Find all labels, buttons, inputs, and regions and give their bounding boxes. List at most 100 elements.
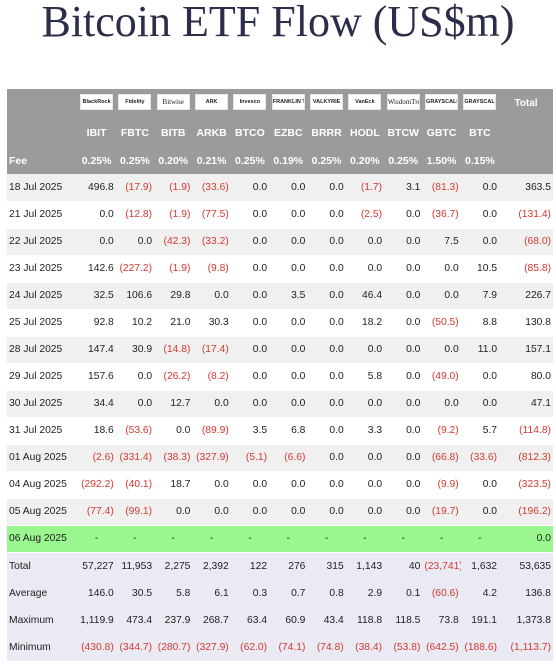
value-cell: 0.0 <box>460 363 500 391</box>
value-cell: 40 <box>384 552 423 580</box>
fee-cell: 0.20% <box>345 147 385 174</box>
value-cell: (344.7) <box>115 633 155 661</box>
value-cell: (8.2) <box>192 363 231 391</box>
issuer-logo: VALKYRIE <box>310 94 344 110</box>
value-cell: 0.8 <box>307 579 346 607</box>
ticker-header: EZBC <box>269 118 308 147</box>
value-cell: (49.0) <box>422 363 461 391</box>
value-cell: (60.6) <box>422 579 461 607</box>
total-cell: 80.0 <box>499 363 553 391</box>
value-cell: (331.4) <box>115 444 155 472</box>
value-cell: - <box>230 525 270 553</box>
value-cell: - <box>345 525 385 553</box>
value-cell: 7.9 <box>460 282 500 310</box>
value-cell: 237.9 <box>154 606 193 634</box>
page-title: Bitcoin ETF Flow (US$m) <box>41 0 515 46</box>
value-cell: 1,632 <box>460 552 500 580</box>
value-cell: 0.0 <box>230 309 270 337</box>
value-cell: - <box>460 525 500 553</box>
ticker-header: BITB <box>154 118 193 147</box>
value-cell: 0.0 <box>422 390 461 418</box>
value-cell: 0.0 <box>269 201 308 229</box>
total-cell: 1,373.8 <box>499 606 553 634</box>
value-cell: (19.7) <box>422 498 461 526</box>
value-cell: 0.0 <box>307 174 346 202</box>
value-cell: 0.0 <box>345 444 385 472</box>
logo-cell: BlackRock <box>77 89 116 118</box>
value-cell: 0.0 <box>460 471 500 499</box>
value-cell: (17.9) <box>115 174 155 202</box>
value-cell: 0.0 <box>384 417 423 445</box>
fee-cell: 0.25% <box>77 147 116 174</box>
issuer-logo: GRAYSCALE <box>463 94 497 110</box>
value-cell: 29.8 <box>154 282 193 310</box>
value-cell: 5.8 <box>345 363 385 391</box>
value-cell: 30.9 <box>115 336 155 364</box>
value-cell: (430.8) <box>77 633 116 661</box>
value-cell: (38.3) <box>154 444 193 472</box>
value-cell: 268.7 <box>192 606 231 634</box>
ticker-header: BTCO <box>230 118 270 147</box>
blank-header <box>499 118 553 147</box>
value-cell: 0.0 <box>230 174 270 202</box>
total-cell: (68.0) <box>499 228 553 256</box>
value-cell: 4.2 <box>460 579 500 607</box>
date-cell: 21 Jul 2025 <box>7 201 78 229</box>
value-cell: (1.9) <box>154 255 193 283</box>
value-cell: 5.7 <box>460 417 500 445</box>
logo-cell: VanEck <box>345 89 385 118</box>
value-cell: - <box>154 525 193 553</box>
value-cell: 0.0 <box>460 390 500 418</box>
date-cell: 23 Jul 2025 <box>7 255 78 283</box>
value-cell: (280.7) <box>154 633 193 661</box>
value-cell: (17.4) <box>192 336 231 364</box>
date-cell: 22 Jul 2025 <box>7 228 78 256</box>
value-cell: (14.8) <box>154 336 193 364</box>
value-cell: (1.9) <box>154 201 193 229</box>
table-row: 29 Jul 2025 157.6 0.0 (26.2) (8.2) 0.0 0.0 0.0 5… <box>7 363 553 391</box>
total-cell: 130.8 <box>499 309 553 337</box>
total-cell: 47.1 <box>499 390 553 418</box>
value-cell: (36.7) <box>422 201 461 229</box>
value-cell: 0.0 <box>384 201 423 229</box>
value-cell: 0.0 <box>345 390 385 418</box>
corner-cell <box>7 89 78 118</box>
table-row: 23 Jul 2025 142.6 (227.2) (1.9) (9.8) 0.0 0.0 0… <box>7 255 553 283</box>
date-cell: 25 Jul 2025 <box>7 309 78 337</box>
issuer-logo: ARK <box>195 94 229 110</box>
fee-cell: 0.25% <box>115 147 155 174</box>
value-cell: 73.8 <box>422 606 461 634</box>
value-cell: 2.9 <box>345 579 385 607</box>
value-cell: 0.0 <box>230 336 270 364</box>
value-cell: (99.1) <box>115 498 155 526</box>
value-cell: 18.7 <box>154 471 193 499</box>
value-cell: 0.0 <box>384 309 423 337</box>
total-cell: (196.2) <box>499 498 553 526</box>
summary-label: Total <box>7 552 78 580</box>
value-cell: 0.0 <box>384 336 423 364</box>
value-cell: 473.4 <box>115 606 155 634</box>
value-cell: 0.0 <box>269 498 308 526</box>
ticker-header: BTCW <box>384 118 423 147</box>
value-cell: (9.8) <box>192 255 231 283</box>
ticker-header: BRRR <box>307 118 346 147</box>
value-cell: (33.6) <box>460 444 500 472</box>
value-cell: 30.3 <box>192 309 231 337</box>
value-cell: 0.0 <box>345 471 385 499</box>
date-cell: 31 Jul 2025 <box>7 417 78 445</box>
issuer-logo: Invesco <box>233 94 267 110</box>
corner-cell <box>7 118 78 147</box>
value-cell: 0.0 <box>384 390 423 418</box>
summary-label: Minimum <box>7 633 78 661</box>
value-cell: 147.4 <box>77 336 116 364</box>
date-cell: 04 Aug 2025 <box>7 471 78 499</box>
value-cell: 0.0 <box>384 498 423 526</box>
value-cell: - <box>115 525 155 553</box>
value-cell: 1,119.9 <box>77 606 116 634</box>
value-cell: (227.2) <box>115 255 155 283</box>
value-cell: 60.9 <box>269 606 308 634</box>
value-cell: (2.5) <box>345 201 385 229</box>
fee-cell: 0.19% <box>269 147 308 174</box>
ticker-header: GBTC <box>422 118 461 147</box>
value-cell: 0.0 <box>307 282 346 310</box>
